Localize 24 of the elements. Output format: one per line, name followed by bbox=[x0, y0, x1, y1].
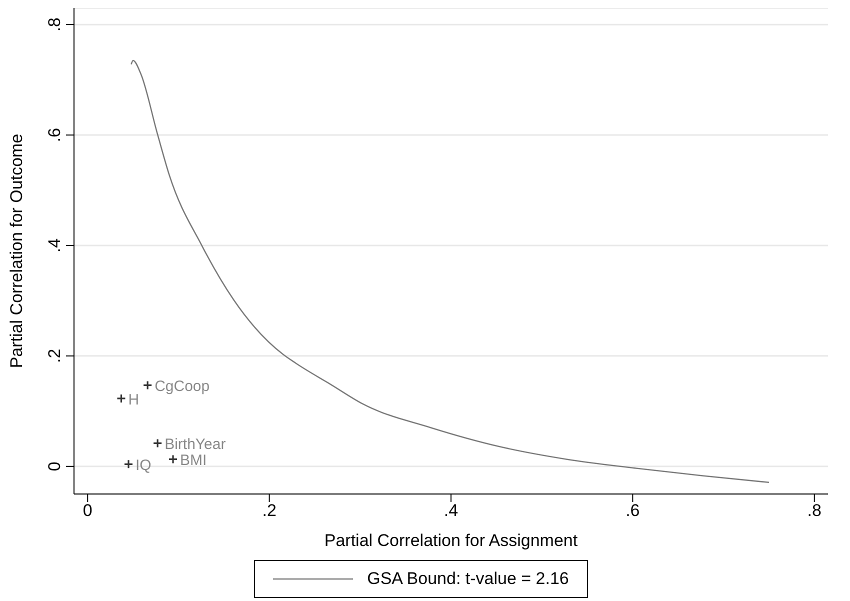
point bbox=[142, 380, 152, 390]
y-tick-label: .4 bbox=[45, 238, 64, 253]
y-tick-label: 0 bbox=[45, 462, 64, 472]
annotation: IQ bbox=[136, 457, 152, 474]
annotation: BirthYear bbox=[164, 436, 226, 454]
y-tick-label: .8 bbox=[45, 17, 64, 32]
annotation: CgCoop bbox=[154, 378, 210, 396]
x-tick-label: 0 bbox=[82, 501, 92, 520]
line-series bbox=[130, 60, 770, 484]
point bbox=[152, 438, 162, 448]
y-tick-label: .2 bbox=[45, 348, 64, 364]
x-axis-title: Partial Correlation for Assignment bbox=[324, 531, 578, 550]
annotation: H bbox=[128, 391, 140, 408]
point bbox=[168, 454, 178, 464]
x-tick-label: .6 bbox=[626, 501, 640, 520]
annotation: BMI bbox=[180, 452, 207, 470]
x-tick-label: .2 bbox=[262, 501, 276, 520]
x-tick-label: .4 bbox=[444, 501, 458, 520]
y-tick-label: .6 bbox=[45, 128, 64, 142]
legend-label: GSA Bound: t-value = 2.16 bbox=[367, 569, 569, 589]
point bbox=[116, 394, 126, 404]
y-axis-title: Partial Correlation for Outcome bbox=[7, 134, 26, 368]
point bbox=[124, 459, 134, 469]
x-tick-label: .8 bbox=[807, 501, 822, 520]
